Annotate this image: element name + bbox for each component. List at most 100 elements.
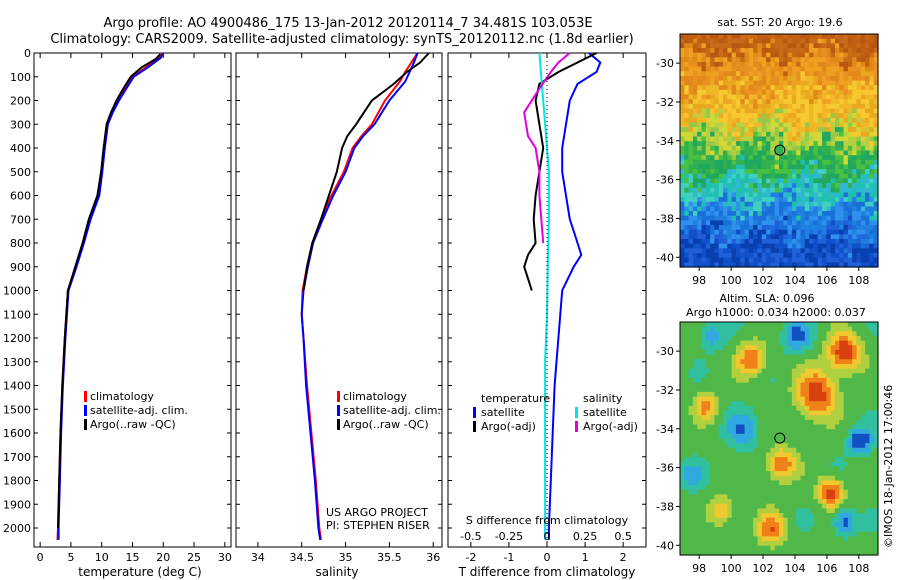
map-cell: [839, 99, 845, 105]
map-cell: [731, 433, 737, 440]
map-cell: [740, 382, 746, 388]
map-cell: [740, 66, 746, 72]
map-cell: [783, 159, 789, 166]
map-cell: [761, 527, 767, 533]
map-cell: [800, 471, 806, 477]
map-y-tick-label: -38: [656, 500, 674, 513]
map-cell: [796, 257, 802, 263]
map-cell: [873, 164, 879, 170]
map-cell: [847, 243, 853, 249]
map-cell: [723, 225, 728, 231]
map-cell: [705, 387, 711, 393]
map-cell: [865, 141, 870, 147]
map-cell: [740, 475, 746, 482]
map-cell: [748, 169, 754, 175]
map-cell: [813, 447, 819, 454]
map-cell: [783, 57, 789, 63]
map-cell: [753, 335, 759, 342]
map-cell: [705, 89, 711, 96]
map-cell: [753, 187, 759, 194]
map-cell: [680, 359, 685, 365]
map-cell: [804, 326, 810, 332]
map-cell: [766, 391, 771, 398]
map-cell: [735, 225, 741, 231]
map-cell: [869, 131, 875, 138]
map-cell: [723, 354, 728, 360]
map-cell: [744, 234, 750, 240]
map-cell: [705, 377, 711, 384]
map-cell: [697, 419, 703, 426]
map-cell: [865, 447, 870, 454]
map-cell: [770, 345, 776, 351]
map-cell: [735, 38, 741, 44]
map-cell: [796, 461, 802, 468]
map-cell: [826, 359, 832, 365]
map-cell: [753, 424, 759, 430]
map-cell: [817, 57, 823, 63]
map-cell: [809, 382, 815, 388]
map-cell: [822, 499, 827, 505]
map-cell: [796, 201, 802, 208]
map-cell: [826, 499, 832, 505]
map-cell: [779, 541, 784, 547]
map-cell: [774, 66, 780, 72]
map-cell: [761, 485, 767, 491]
map-cell: [865, 438, 870, 444]
map-cell: [684, 499, 690, 505]
map-cell: [723, 419, 728, 426]
map-cell: [735, 141, 741, 147]
map-cell: [718, 466, 724, 472]
map-cell: [761, 117, 767, 124]
map-cell: [748, 173, 754, 180]
map-cell: [856, 71, 862, 77]
map-cell: [813, 340, 819, 346]
map-cell: [753, 331, 759, 337]
map-cell: [847, 433, 853, 440]
map-cell: [710, 536, 716, 542]
map-cell: [692, 89, 698, 96]
map-cell: [787, 387, 793, 393]
map-cell: [770, 155, 776, 161]
map-cell: [740, 127, 746, 133]
map-cell: [680, 201, 685, 208]
map-cell: [774, 335, 780, 342]
map-cell: [787, 215, 793, 221]
map-cell: [839, 38, 845, 44]
map-cell: [839, 461, 845, 468]
map-cell: [766, 150, 771, 156]
map-cell: [834, 447, 840, 454]
map-cell: [753, 211, 759, 217]
map-cell: [826, 192, 832, 198]
map-cell: [727, 145, 733, 152]
map-cell: [830, 173, 836, 180]
map-cell: [822, 503, 827, 509]
map-cell: [839, 257, 845, 263]
map-cell: [761, 61, 767, 68]
map-cell: [718, 145, 724, 152]
map-cell: [774, 485, 780, 491]
map-cell: [817, 410, 823, 416]
map-cell: [787, 57, 793, 63]
map-cell: [791, 89, 797, 96]
map-cell: [714, 541, 720, 547]
map-cell: [697, 508, 703, 514]
map-cell: [735, 145, 741, 152]
map-cell: [735, 117, 741, 124]
map-cell: [753, 377, 759, 384]
map-cell: [718, 354, 724, 360]
map-cell: [869, 257, 875, 263]
map-cell: [735, 183, 741, 189]
map-cell: [740, 262, 746, 268]
map-cell: [804, 220, 810, 226]
map-cell: [804, 38, 810, 44]
map-cell: [804, 239, 810, 245]
map-cell: [839, 85, 845, 91]
map-cell: [770, 103, 776, 110]
map-cell: [727, 522, 733, 528]
map-cell: [873, 66, 879, 72]
map-cell: [796, 178, 802, 184]
map-cell: [852, 419, 858, 426]
map-cell: [813, 373, 819, 379]
map-cell: [847, 75, 853, 82]
map-cell: [817, 499, 823, 505]
